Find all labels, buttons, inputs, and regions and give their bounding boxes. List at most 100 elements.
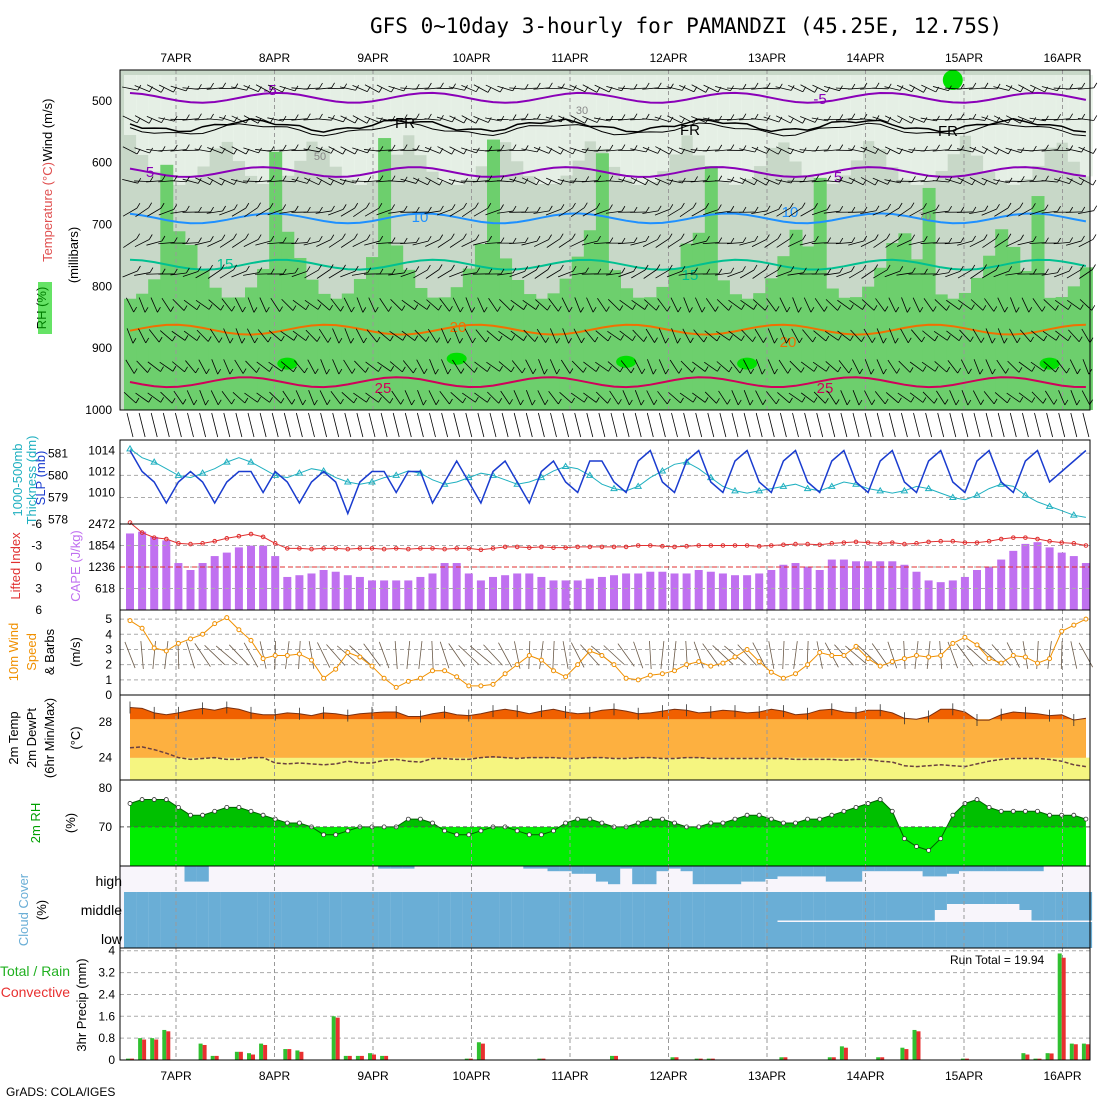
wind-barb-flag: [837, 305, 841, 311]
wind-barb-flag: [1008, 266, 1013, 272]
wind-barb-flag: [874, 179, 879, 186]
wind-barb: [340, 115, 356, 124]
wind-barb-flag: [1069, 206, 1074, 213]
cape-bar: [622, 573, 631, 610]
rh-moist-area: [329, 298, 343, 410]
wind-barb-flag: [523, 304, 528, 310]
cloud-bar: [1007, 866, 1020, 872]
wind-barb-10m: [439, 641, 450, 669]
cape-bar: [210, 556, 219, 610]
wind-barb: [497, 149, 514, 152]
rh2m-lower-band: [130, 826, 1086, 866]
wind-barb: [147, 207, 162, 217]
wind-speed-point: [538, 657, 544, 663]
wind-barb-flag: [837, 366, 842, 373]
wind-barb-flag: [765, 179, 770, 186]
wind-barb: [125, 297, 135, 313]
wind-barb-flag: [229, 337, 234, 344]
wind-barb: [848, 177, 864, 186]
wind-barb: [1065, 240, 1082, 246]
cloud-bar: [245, 892, 258, 922]
wind-barb-flag: [643, 336, 648, 342]
wind-barb: [255, 240, 271, 246]
li-point: [490, 546, 496, 551]
wind-barb: [339, 179, 356, 184]
wind-barb-surface: [477, 412, 485, 438]
y-tick-label: 579: [48, 490, 68, 504]
wind-barb: [1066, 269, 1081, 279]
wind-barb-flag: [737, 399, 742, 406]
wind-barb-flag: [863, 206, 868, 213]
wind-barb-flag: [449, 398, 453, 405]
wind-barb: [787, 147, 804, 154]
precip-convective-bar: [964, 1058, 969, 1060]
wind-barb-flag: [161, 117, 165, 123]
wind-barb-flag: [777, 264, 782, 271]
wind-barb: [836, 270, 852, 278]
wind-barb-flag: [475, 118, 480, 124]
wind-barb-flag: [718, 268, 723, 275]
wind-barb-flag: [1020, 234, 1024, 240]
wind-barb-flag: [256, 367, 260, 373]
rh2m-point: [672, 820, 677, 826]
wind-barb-flag: [618, 399, 622, 405]
wind-barb-flag: [681, 202, 685, 209]
cape-bar: [380, 580, 389, 610]
wind-speed-point: [188, 636, 193, 642]
x-label-top: 12APR: [649, 51, 687, 65]
cloud-bar: [124, 892, 137, 922]
rh-moist-area: [608, 270, 621, 410]
wind-barb-flag: [198, 113, 202, 119]
wind-barb-surface: [429, 412, 436, 438]
wind-barb-flag: [330, 234, 335, 240]
wind-barb-surface: [199, 412, 206, 438]
wind-barb: [718, 390, 728, 405]
wind-barb-flag: [342, 233, 346, 239]
wind-barb-flag: [839, 176, 844, 183]
wind-barb-flag: [669, 116, 674, 123]
wind-barb-surface: [949, 412, 957, 438]
wind-barb-flag: [374, 307, 379, 313]
cape-bar: [827, 559, 836, 610]
wind-barb-flag: [948, 176, 953, 183]
wind-barb-flag: [693, 234, 698, 240]
wind-barb-flag: [568, 338, 572, 344]
wind-barb-flag: [293, 335, 298, 341]
wind-barb: [545, 116, 562, 123]
li-point: [599, 544, 605, 550]
rh2m-point: [163, 797, 169, 802]
cape-bar: [343, 575, 352, 610]
precip-total-bar: [670, 1057, 675, 1060]
wind-barb-flag: [936, 268, 940, 275]
wind-barb: [778, 359, 789, 374]
wind-barb-flag: [157, 307, 161, 313]
wind-barb: [932, 272, 949, 276]
cloud-bar: [257, 922, 270, 948]
cloud-bar: [922, 866, 935, 877]
precip-total-bar: [537, 1058, 542, 1060]
wind-barb: [1029, 209, 1046, 216]
wind-barb-flag: [233, 233, 237, 239]
wind-barb-surface: [1046, 412, 1053, 438]
cloud-bar: [269, 922, 282, 948]
wind-barb-flag: [718, 204, 722, 210]
precip-total-bar: [1057, 953, 1062, 1060]
wind-barb-flag: [414, 304, 419, 310]
cloud-bar: [1067, 922, 1080, 948]
wind-barb-flag: [948, 237, 953, 244]
wind-barb: [548, 298, 559, 312]
wind-barb-flag: [282, 237, 287, 243]
wind-barb-flag: [801, 396, 806, 403]
wind-barb: [692, 392, 706, 403]
rh-dry-area: [499, 75, 513, 143]
rh2m-point: [902, 836, 907, 842]
wind-barb: [198, 359, 207, 374]
rh-saturated-spot: [616, 355, 637, 368]
wind-barb: [558, 207, 573, 217]
li-point: [454, 546, 460, 551]
wind-barb-flag: [657, 115, 662, 121]
wind-barb: [219, 238, 234, 248]
wind-barb-flag: [621, 205, 626, 212]
wind-barb-flag: [294, 237, 299, 244]
li-point: [551, 545, 556, 550]
